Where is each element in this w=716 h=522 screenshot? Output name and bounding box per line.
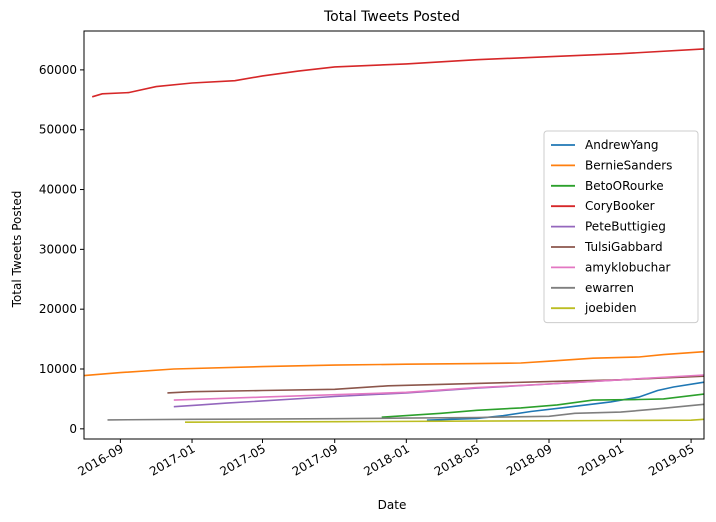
x-axis-label: Date: [378, 498, 407, 512]
y-axis-label: Total Tweets Posted: [10, 191, 24, 309]
series-layer: [83, 48, 705, 424]
x-tick-label-2: 2017-05: [218, 441, 268, 478]
x-tick-label-3: 2017-09: [290, 441, 340, 478]
y-tick-label-6: 60000: [39, 63, 77, 77]
series-line-8: [184, 418, 705, 424]
y-tick-label-0: 0: [69, 422, 77, 436]
legend-label-6: amyklobuchar: [585, 260, 671, 274]
x-tick-label-8: 2019-05: [646, 441, 696, 478]
y-tick-label-5: 50000: [39, 123, 77, 137]
series-line-3: [91, 48, 705, 98]
legend-label-2: BetoORourke: [585, 179, 664, 193]
y-tick-label-2: 20000: [39, 302, 77, 316]
legend-label-4: PeteButtigieg: [585, 220, 666, 234]
series-line-2: [381, 393, 705, 418]
legend-label-1: BernieSanders: [585, 158, 672, 172]
legend: AndrewYang BernieSanders BetoORourke CoryBo…: [543, 130, 699, 324]
y-tick-label-3: 30000: [39, 242, 77, 256]
x-tick-label-6: 2018-09: [504, 441, 554, 478]
x-tick-label-0: 2016-09: [75, 441, 125, 478]
series-line-7: [107, 403, 705, 421]
x-tick-label-7: 2019-01: [576, 441, 626, 478]
x-tick-label-1: 2017-01: [147, 441, 197, 478]
legend-box: [543, 130, 699, 324]
plot-frame: [83, 30, 705, 440]
series-line-1: [83, 350, 705, 377]
legend-label-5: TulsiGabbard: [584, 240, 663, 254]
series-line-6: [173, 374, 705, 401]
y-tick-label-4: 40000: [39, 183, 77, 197]
legend-label-0: AndrewYang: [585, 138, 659, 152]
legend-label-7: ewarren: [585, 281, 634, 295]
x-tick-label-4: 2018-01: [361, 441, 411, 478]
y-tick-label-1: 10000: [39, 362, 77, 376]
x-tick-label-5: 2018-05: [432, 441, 482, 478]
legend-label-3: CoryBooker: [585, 199, 655, 213]
chart-title: Total Tweets Posted: [323, 9, 460, 25]
legend-label-8: joebiden: [584, 301, 637, 315]
